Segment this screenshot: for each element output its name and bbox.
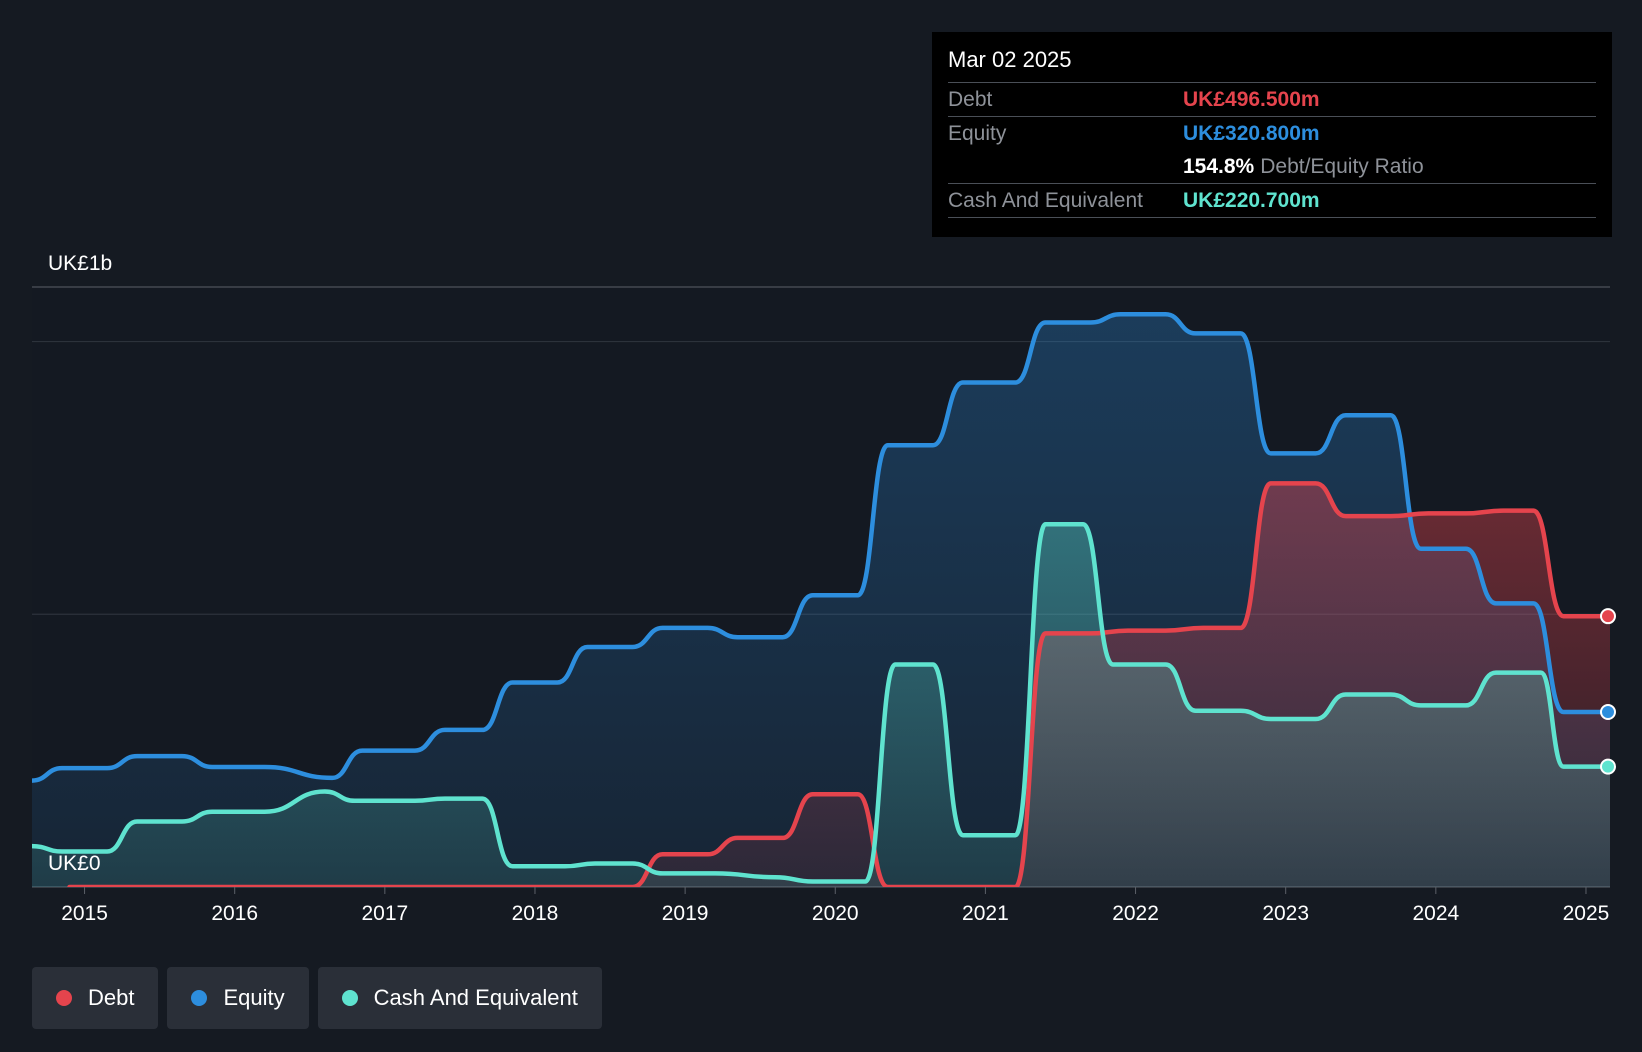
- x-tick-label: 2023: [1262, 902, 1309, 925]
- legend-item-cash[interactable]: Cash And Equivalent: [317, 967, 602, 1029]
- chart-legend: Debt Equity Cash And Equivalent: [32, 967, 602, 1029]
- x-tick-label: 2022: [1112, 902, 1159, 925]
- tooltip-row-ratio: 154.8% Debt/Equity Ratio: [948, 150, 1596, 184]
- tooltip-row-debt: Debt UK£496.500m: [948, 83, 1596, 117]
- x-tick-label: 2016: [211, 902, 258, 925]
- tooltip-row-cash: Cash And Equivalent UK£220.700m: [948, 184, 1596, 218]
- x-tick-label: 2018: [512, 902, 559, 925]
- debt-dot-icon: [56, 990, 72, 1006]
- cash-endpoint-marker: [1600, 758, 1616, 775]
- x-tick-label: 2021: [962, 902, 1009, 925]
- x-tick-label: 2019: [662, 902, 709, 925]
- legend-equity-label: Equity: [223, 985, 285, 1010]
- equity-line: [32, 312, 1610, 783]
- cash-area: [32, 524, 1610, 887]
- tooltip-debt-value: UK£496.500m: [1183, 88, 1320, 111]
- tooltip-panel: Mar 02 2025 Debt UK£496.500m Equity UK£3…: [932, 32, 1612, 237]
- debt-line: [67, 481, 1610, 887]
- legend-item-debt[interactable]: Debt: [32, 967, 159, 1029]
- cash-line: [32, 522, 1610, 884]
- tooltip-cash-label: Cash And Equivalent: [948, 189, 1143, 212]
- legend-item-equity[interactable]: Equity: [167, 967, 309, 1029]
- tooltip-debt-label: Debt: [948, 88, 993, 111]
- cash-dot-icon: [341, 990, 358, 1006]
- x-tick-label: 2025: [1563, 902, 1610, 925]
- y-axis-top-label: UK£1b: [48, 252, 112, 275]
- tooltip-ratio-spacer: [948, 150, 1183, 183]
- tooltip-date: Mar 02 2025: [948, 46, 1596, 83]
- equity-endpoint-marker: [1600, 704, 1616, 721]
- legend-cash-label: Cash And Equivalent: [373, 985, 578, 1010]
- tooltip-ratio-value: 154.8%: [1183, 155, 1255, 178]
- x-tick-label: 2017: [361, 902, 408, 925]
- tooltip-ratio-label: Debt/Equity Ratio: [1260, 155, 1424, 178]
- tooltip-row-equity: Equity UK£320.800m: [948, 117, 1596, 150]
- equity-dot-icon: [191, 990, 208, 1006]
- debt-endpoint-marker: [1600, 608, 1616, 625]
- legend-debt-label: Debt: [88, 985, 135, 1010]
- tooltip-equity-label: Equity: [948, 122, 1007, 145]
- tooltip-cash-value: UK£220.700m: [1183, 189, 1320, 212]
- y-axis-bottom-label: UK£0: [48, 852, 101, 875]
- x-tick-label: 2020: [812, 902, 859, 925]
- tooltip-equity-value: UK£320.800m: [1183, 122, 1320, 145]
- x-tick-label: 2024: [1412, 902, 1459, 925]
- x-tick-label: 2015: [61, 902, 108, 925]
